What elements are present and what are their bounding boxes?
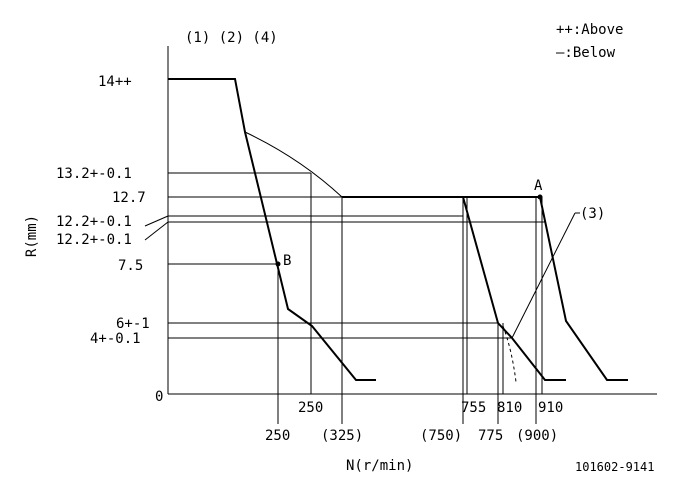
x-tick-750: (750) bbox=[420, 428, 462, 444]
leader-12-2-a bbox=[144, 215, 169, 227]
upper-limit-curve bbox=[244, 131, 343, 198]
y-tick-13-2: 13.2+-0.1 bbox=[56, 166, 132, 182]
figure-id: 101602-9141 bbox=[575, 460, 654, 474]
x-tick-900: (900) bbox=[516, 428, 558, 444]
x-tick-775: 775 bbox=[478, 428, 503, 444]
y-tick-4: 4+-0.1 bbox=[90, 331, 141, 347]
low-speed-governor-curve bbox=[168, 78, 376, 381]
y-tick-12-2-a: 12.2+-0.1 bbox=[56, 214, 132, 230]
y-tick-12-2-b: 12.2+-0.1 bbox=[56, 232, 132, 248]
x-tick-810: 810 bbox=[497, 400, 522, 416]
point-b-marker bbox=[275, 261, 281, 267]
point-a-label: A bbox=[534, 178, 543, 194]
legend-below: —:Below bbox=[556, 45, 616, 61]
y-axis-label: R(mm) bbox=[24, 215, 40, 257]
point-a-marker bbox=[537, 194, 543, 200]
x-axis-label: N(r/min) bbox=[346, 458, 413, 474]
x-tick-250-lower: 250 bbox=[265, 428, 290, 444]
y-tick-7-5: 7.5 bbox=[118, 258, 143, 274]
x-tick-325: (325) bbox=[321, 428, 363, 444]
callout-3-label: (3) bbox=[580, 206, 605, 222]
x-tick-755: 755 bbox=[461, 400, 486, 416]
leader-12-2-b bbox=[144, 221, 169, 241]
legend-above: ++:Above bbox=[556, 22, 623, 38]
y-tick-6: 6+-1 bbox=[116, 316, 150, 332]
y-tick-12-7: 12.7 bbox=[112, 190, 146, 206]
y-tick-14: 14++ bbox=[98, 74, 132, 90]
mid-governor-curve bbox=[462, 196, 566, 381]
header-notes: (1) (2) (4) bbox=[185, 30, 278, 46]
x-tick-250-upper: 250 bbox=[298, 400, 323, 416]
callout-3-leader bbox=[511, 212, 576, 339]
point-b-label: B bbox=[283, 253, 291, 269]
y-tick-0: 0 bbox=[155, 389, 163, 405]
high-speed-governor-curve bbox=[539, 196, 628, 381]
x-tick-910: 910 bbox=[538, 400, 563, 416]
